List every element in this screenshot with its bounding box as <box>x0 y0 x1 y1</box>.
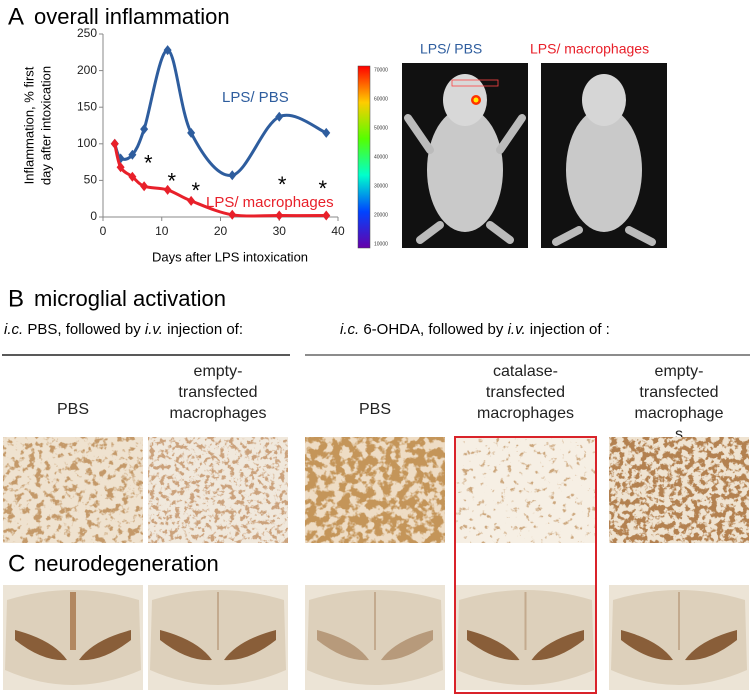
group-header-part: i.c. <box>4 321 23 338</box>
point-marker <box>187 127 196 138</box>
significance-mark: * <box>278 172 287 197</box>
highlight-box <box>454 436 597 694</box>
y-tick-label: 250 <box>77 26 97 40</box>
colorbar <box>357 65 371 249</box>
column-label: s <box>675 426 683 443</box>
point-marker <box>275 111 284 122</box>
substantia-nigra <box>467 630 584 661</box>
substantia-nigra <box>15 630 131 661</box>
point-marker <box>163 184 172 195</box>
substantia-nigra <box>317 630 433 661</box>
micrograph-stain <box>305 437 445 543</box>
colorbar-tick-label: 40000 <box>374 154 388 160</box>
point-marker <box>228 209 237 220</box>
x-tick-label: 20 <box>214 224 228 238</box>
panel-label: B <box>8 285 24 312</box>
colorbar-tick-label: 60000 <box>374 96 388 102</box>
x-axis-label: Days after LPS intoxication <box>152 249 308 264</box>
point-marker <box>228 170 237 181</box>
point-marker <box>275 210 284 221</box>
column-label: empty- <box>194 363 243 380</box>
significance-mark: * <box>192 178 201 203</box>
column-label: PBS <box>359 401 391 418</box>
image-label: LPS/ macrophages <box>530 41 649 57</box>
point-marker <box>140 181 149 192</box>
group-header-part: 6-OHDA, followed by <box>359 321 507 338</box>
point-marker <box>128 171 137 182</box>
column-label: macrophages <box>170 405 267 422</box>
micrograph-stain <box>148 437 288 543</box>
point-marker <box>140 124 149 135</box>
mouse-image <box>402 63 528 248</box>
column-label: empty- <box>655 363 704 380</box>
group-header-part: i.v. <box>508 321 526 338</box>
colorbar-tick-label: 30000 <box>374 183 388 189</box>
x-tick-label: 0 <box>100 224 107 238</box>
y-tick-label: 200 <box>77 63 97 77</box>
colorbar-tick-label: 20000 <box>374 212 388 218</box>
point-marker <box>187 195 196 206</box>
substantia-nigra <box>160 630 276 661</box>
column-label: macrophages <box>477 405 574 422</box>
y-tick-label: 0 <box>90 209 97 223</box>
column-label: PBS <box>57 401 89 418</box>
panel-title: neurodegeneration <box>34 551 219 576</box>
x-tick-label: 10 <box>155 224 169 238</box>
panel-title: microglial activation <box>34 286 226 311</box>
group-header: i.c. 6-OHDA, followed by i.v. injection … <box>340 321 610 338</box>
point-marker <box>128 149 137 160</box>
point-marker <box>322 210 331 221</box>
significance-mark: * <box>318 176 327 201</box>
x-tick-label: 40 <box>331 224 345 238</box>
column-label: catalase- <box>493 363 558 380</box>
colorbar-tick-label: 70000 <box>374 67 388 73</box>
panel-label: A <box>8 3 24 30</box>
column-label: transfected <box>486 384 565 401</box>
point-marker <box>116 162 125 173</box>
y-tick-label: 50 <box>84 173 98 187</box>
y-axis-label: day after intoxication <box>38 66 53 185</box>
image-label: LPS/ PBS <box>420 41 482 57</box>
micrograph-stain <box>455 437 596 543</box>
point-marker <box>163 45 172 56</box>
point-marker <box>110 138 119 149</box>
column-label: macrophage <box>635 405 724 422</box>
significance-mark: * <box>144 150 153 175</box>
column-label: transfected <box>178 384 257 401</box>
substantia-nigra <box>621 630 737 661</box>
point-marker <box>322 127 331 138</box>
y-tick-label: 150 <box>77 99 97 113</box>
group-header-part: injection of: <box>163 321 243 338</box>
x-tick-label: 30 <box>273 224 287 238</box>
group-header-part: injection of : <box>526 321 610 338</box>
y-axis-label: Inflammation, % first <box>21 66 36 184</box>
mouse-image <box>541 63 667 248</box>
panel-label: C <box>8 550 25 577</box>
group-header-part: PBS, followed by <box>23 321 145 338</box>
colorbar-tick-label: 50000 <box>374 125 388 131</box>
colorbar-tick-label: 10000 <box>374 241 388 247</box>
column-label: transfected <box>639 384 718 401</box>
panel-title: overall inflammation <box>34 4 230 29</box>
series-label: LPS/ PBS <box>222 89 289 106</box>
micrograph-stain <box>609 437 749 543</box>
significance-mark: * <box>167 169 176 194</box>
group-header-part: i.v. <box>145 321 163 338</box>
y-tick-label: 100 <box>77 136 97 150</box>
group-header-part: i.c. <box>340 321 359 338</box>
series-label: LPS/ macrophages <box>206 194 334 211</box>
micrograph-stain <box>3 437 143 543</box>
group-header: i.c. PBS, followed by i.v. injection of: <box>4 321 243 338</box>
